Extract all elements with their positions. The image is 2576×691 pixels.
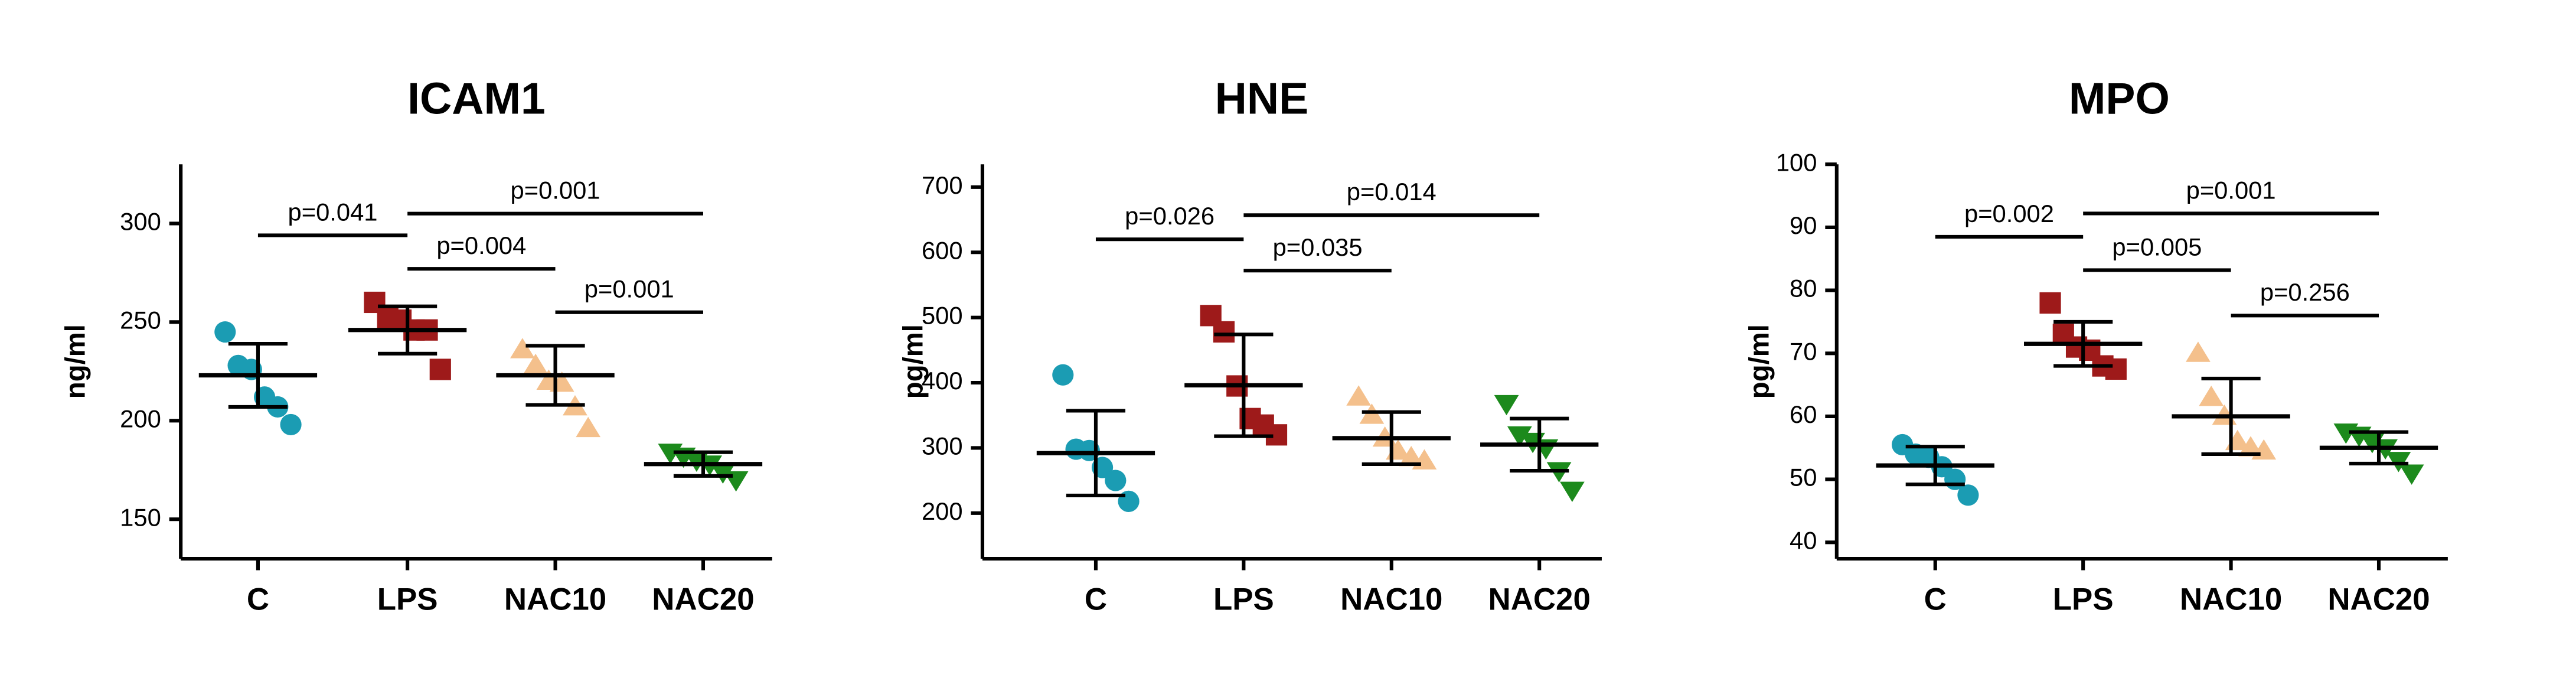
point [280,413,302,436]
x-tick-label: NAC10 [2180,582,2282,617]
p-value: p=0.001 [585,275,674,303]
x-tick-label: C [1085,582,1107,617]
x-tick-label: NAC20 [2327,582,2430,617]
p-value: p=0.002 [1964,200,2054,227]
x-tick-label: NAC10 [1340,582,1442,617]
y-tick-label: 80 [1790,275,1817,302]
chart-title: MPO [2069,73,2170,123]
p-value: p=0.014 [1347,178,1436,206]
point [523,353,548,374]
chart-title: ICAM1 [407,73,546,123]
p-value: p=0.001 [2186,176,2276,204]
point [510,338,535,358]
y-tick-label: 70 [1790,337,1817,365]
x-tick-label: LPS [2053,582,2114,617]
y-tick-label: 400 [922,367,963,395]
y-tick-label: 500 [922,302,963,330]
x-tick-label: C [247,582,269,617]
x-tick-label: NAC10 [504,582,606,617]
p-value: p=0.004 [436,232,526,259]
y-tick-label: 40 [1790,526,1817,554]
point [214,321,236,343]
y-axis-label: pg/ml [897,324,929,399]
point [1507,426,1532,447]
p-value: p=0.041 [288,198,378,226]
y-tick-label: 250 [120,306,161,334]
point [2399,464,2424,485]
x-tick-label: LPS [377,582,438,617]
chart-title: HNE [1215,73,1309,123]
point [576,416,601,438]
point [1559,481,1585,503]
p-value: p=0.026 [1125,202,1214,230]
y-tick-label: 150 [120,503,161,531]
y-tick-label: 100 [1776,148,1817,176]
y-tick-label: 200 [922,497,963,525]
point [1052,364,1074,386]
y-tick-label: 600 [922,236,963,264]
y-tick-label: 300 [922,432,963,459]
y-axis-label: ng/ml [60,324,91,399]
point [2039,292,2061,314]
point [429,358,451,380]
y-tick-label: 90 [1790,211,1817,239]
y-axis-label: pg/ml [1744,324,1775,399]
y-tick-label: 50 [1790,464,1817,491]
x-tick-label: LPS [1213,582,1274,617]
point [1105,470,1127,491]
point [2186,341,2211,362]
point [1346,385,1372,406]
x-tick-label: NAC20 [1488,582,1591,617]
point [2199,386,2224,406]
p-value: p=0.005 [2112,233,2202,260]
p-value: p=0.035 [1273,233,1363,261]
y-tick-label: 300 [120,207,161,235]
point [1494,395,1519,416]
point [1957,484,1979,506]
x-tick-label: C [1924,582,1947,617]
x-tick-label: NAC20 [652,582,754,617]
point [2105,358,2127,380]
p-value: p=0.256 [2260,278,2350,306]
y-tick-label: 60 [1790,400,1817,428]
p-value: p=0.001 [511,177,600,204]
point [1533,439,1559,460]
y-tick-label: 200 [120,405,161,432]
point [1213,321,1235,343]
point [710,463,736,484]
y-tick-label: 700 [922,171,963,199]
